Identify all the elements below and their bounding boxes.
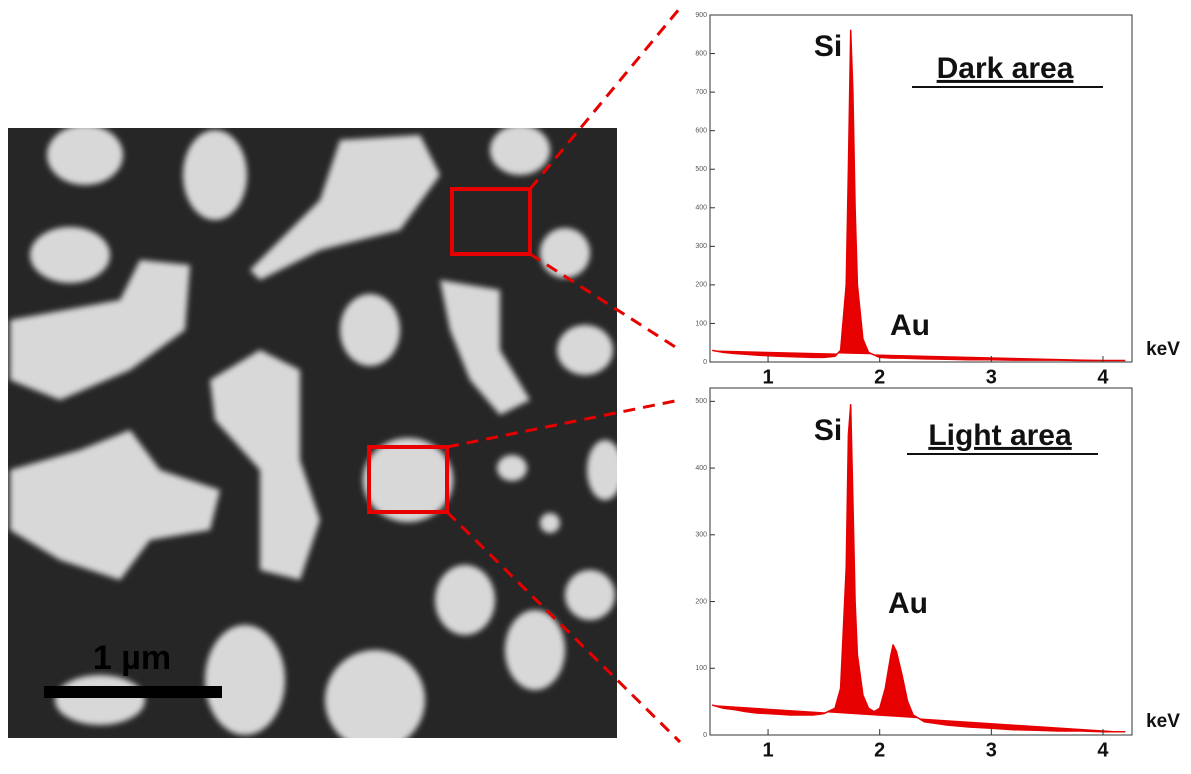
y-tick-label: 500 <box>695 398 707 405</box>
y-tick-label: 900 <box>695 12 707 19</box>
x-tick-label: 2 <box>874 366 885 388</box>
chart-title: Dark area <box>937 52 1074 85</box>
y-tick-label: 400 <box>695 465 707 472</box>
y-tick-label: 200 <box>695 282 707 289</box>
y-tick-label: 0 <box>703 732 707 739</box>
y-tick-label: 200 <box>695 598 707 605</box>
x-axis-label: keV <box>1146 711 1180 732</box>
spectrum-chart: 0 100 200 300 400 500 1 2 3 4 Light area Si Au keV <box>695 388 1180 761</box>
x-tick-label: 4 <box>1097 366 1109 388</box>
scale-bar-label: 1 µm <box>93 639 171 677</box>
x-tick-label: 4 <box>1097 739 1109 761</box>
scale-bar <box>44 686 222 698</box>
peak-label: Si <box>814 414 842 447</box>
x-tick-label: 1 <box>762 739 773 761</box>
y-tick-label: 800 <box>695 50 707 57</box>
peak-label: Au <box>888 587 928 620</box>
x-axis-label: keV <box>1146 339 1180 360</box>
chart-title: Light area <box>928 419 1072 452</box>
spectrum-chart: 0 100 200 300 400 500 600 700 800 900 1 2 3 4 Dark are… <box>695 12 1180 388</box>
x-tick-label: 1 <box>762 366 773 388</box>
x-tick-label: 3 <box>986 366 997 388</box>
y-tick-label: 500 <box>695 166 707 173</box>
x-tick-label: 2 <box>874 739 885 761</box>
page: {"scale_bar_label": "1 µm", "chart_data"… <box>0 0 1191 769</box>
y-tick-label: 400 <box>695 205 707 212</box>
y-tick-label: 0 <box>703 359 707 366</box>
peak-label: Au <box>890 309 930 342</box>
x-tick-label: 3 <box>986 739 997 761</box>
y-tick-label: 700 <box>695 89 707 96</box>
y-tick-label: 100 <box>695 320 707 327</box>
figure: 1 µm 0 100 200 300 400 500 600 700 800 900 1 2 3 4 Dar… <box>0 0 1191 769</box>
y-tick-label: 300 <box>695 243 707 250</box>
y-tick-label: 300 <box>695 532 707 539</box>
peak-label: Si <box>814 30 842 63</box>
y-tick-label: 100 <box>695 665 707 672</box>
y-tick-label: 600 <box>695 128 707 135</box>
